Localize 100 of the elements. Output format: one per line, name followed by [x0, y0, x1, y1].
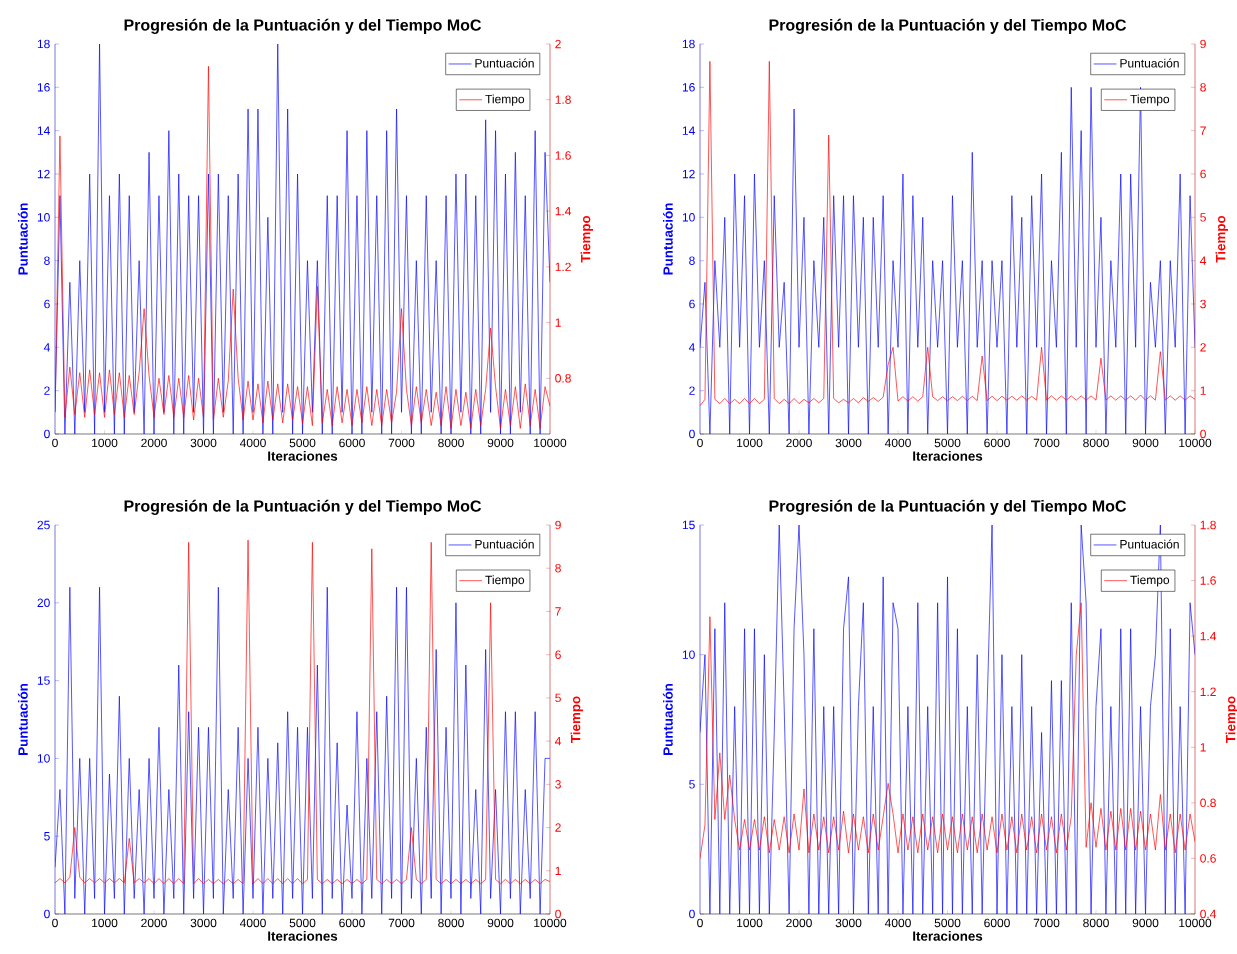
x-axis-title: Iteraciones	[913, 931, 983, 941]
chart-title: Progresión de la Puntuación y del Tiempo MoC	[769, 499, 1127, 515]
y-tick-label: 4	[43, 343, 50, 352]
y2-tick-label: 1.8	[555, 95, 571, 104]
x-tick-label: 7000	[388, 438, 415, 448]
legend-label: Tiempo	[485, 94, 525, 106]
y-tick-label: 5	[689, 780, 695, 789]
y2-tick-label: 6	[555, 650, 561, 659]
x-tick-label: 9000	[487, 918, 514, 928]
y-tick-label: 2	[44, 386, 50, 395]
x-tick-label: 10000	[1179, 918, 1212, 928]
y-axis-title: Puntuación	[17, 203, 28, 275]
y2-tick-label: 1.8	[1200, 520, 1216, 530]
y2-tick-label: 0.6	[1200, 854, 1216, 863]
x-tick-label: 6000	[339, 438, 365, 448]
x-axis-title: Iteraciones	[913, 451, 983, 461]
y2-tick-label: 0.8	[555, 374, 571, 383]
x-tick-label: 0	[697, 918, 703, 928]
x-tick-label: 6000	[984, 438, 1010, 448]
y-tick-label: 8	[689, 256, 695, 265]
y2-tick-label: 4	[554, 736, 562, 746]
x-tick-label: 3000	[835, 918, 862, 928]
x-tick-label: 6000	[984, 918, 1010, 928]
y2-tick-label: 0.8	[1200, 798, 1216, 808]
y-tick-label: 0	[44, 429, 50, 439]
y-axis-title: Puntuación	[662, 684, 673, 755]
x-tick-label: 4000	[884, 918, 911, 928]
y2-tick-label: 4	[1200, 256, 1207, 265]
x-tick-label: 10000	[534, 438, 567, 448]
y2-axis-title: Tiempo	[570, 696, 583, 743]
y2-tick-label: 1	[1200, 386, 1206, 395]
x-tick-label: 3000	[190, 918, 217, 928]
line-series	[700, 525, 1196, 914]
y-axis-title: Puntuación	[17, 684, 28, 755]
x-tick-label: 5000	[289, 438, 316, 448]
y2-tick-label: 7	[1200, 126, 1206, 135]
x-tick-label: 1000	[92, 918, 118, 928]
y-tick-label: 14	[37, 126, 50, 135]
legend-label: Puntuación	[1120, 58, 1179, 68]
y2-tick-label: 7	[555, 607, 561, 616]
x-tick-label: 8000	[1083, 918, 1109, 928]
y-tick-label: 10	[37, 213, 50, 222]
line-series	[55, 539, 551, 885]
legend-label: Puntuación	[475, 539, 534, 549]
y-tick-label: 6	[689, 299, 695, 309]
y2-axis-title: Tiempo	[1225, 696, 1237, 743]
y2-tick-label: 1.4	[555, 207, 572, 216]
x-tick-label: 7000	[1033, 438, 1060, 448]
x-tick-label: 5000	[934, 438, 961, 448]
x-tick-label: 1000	[737, 918, 763, 928]
y-tick-label: 16	[682, 83, 695, 92]
y2-tick-label: 1.2	[555, 262, 571, 272]
y-tick-label: 0	[44, 909, 50, 919]
y-tick-label: 6	[44, 299, 50, 309]
x-tick-label: 9000	[1132, 918, 1159, 928]
y2-tick-label: 6	[1200, 169, 1206, 179]
x-tick-label: 10000	[534, 918, 567, 928]
y2-tick-label: 1.6	[1200, 576, 1216, 585]
x-tick-label: 0	[52, 438, 58, 448]
y2-axis-title: Tiempo	[1215, 215, 1228, 263]
chart-title: Progresión de la Puntuación y del Tiempo MoC	[769, 18, 1127, 34]
y2-tick-label: 8	[555, 563, 561, 573]
y-tick-label: 10	[37, 754, 50, 763]
y-tick-label: 2	[689, 386, 695, 395]
x-tick-label: 4000	[884, 438, 911, 448]
x-tick-label: 2000	[141, 918, 167, 928]
y-tick-label: 18	[682, 39, 695, 49]
y2-tick-label: 3	[555, 780, 561, 789]
y2-tick-label: 1	[555, 866, 561, 875]
chart-title: Progresión de la Puntuación y del Tiempo MoC	[124, 499, 482, 515]
legend-label: Puntuación	[1120, 539, 1179, 549]
x-tick-label: 10000	[1179, 438, 1212, 448]
x-tick-label: 4000	[239, 918, 266, 928]
legend-label: Tiempo	[1130, 575, 1170, 587]
x-tick-label: 9000	[487, 438, 514, 448]
x-tick-label: 8000	[438, 438, 464, 448]
x-tick-label: 9000	[1132, 438, 1159, 448]
x-tick-label: 0	[52, 918, 58, 928]
y2-tick-label: 1.2	[1200, 687, 1216, 696]
y-tick-label: 16	[37, 83, 50, 92]
y-tick-label: 15	[682, 520, 695, 530]
line-series	[55, 586, 551, 914]
y-tick-label: 8	[44, 256, 50, 265]
x-tick-label: 7000	[388, 918, 415, 928]
y2-tick-label: 2	[1200, 343, 1206, 352]
x-axis-title: Iteraciones	[268, 451, 338, 461]
x-tick-label: 5000	[289, 918, 316, 928]
y-tick-label: 25	[37, 520, 50, 530]
y2-tick-label: 3	[1200, 299, 1206, 309]
y-tick-label: 18	[37, 39, 50, 49]
chart-title: Progresión de la Puntuación y del Tiempo MoC	[124, 18, 482, 34]
x-tick-label: 4000	[239, 438, 266, 448]
x-tick-label: 5000	[934, 918, 961, 928]
x-tick-label: 2000	[786, 438, 812, 448]
y-tick-label: 0	[689, 909, 695, 919]
y2-tick-label: 1	[1200, 743, 1206, 752]
y2-tick-label: 9	[1200, 39, 1206, 49]
y-tick-label: 12	[37, 169, 50, 179]
y2-tick-label: 5	[555, 693, 561, 703]
x-axis-title: Iteraciones	[268, 931, 338, 941]
